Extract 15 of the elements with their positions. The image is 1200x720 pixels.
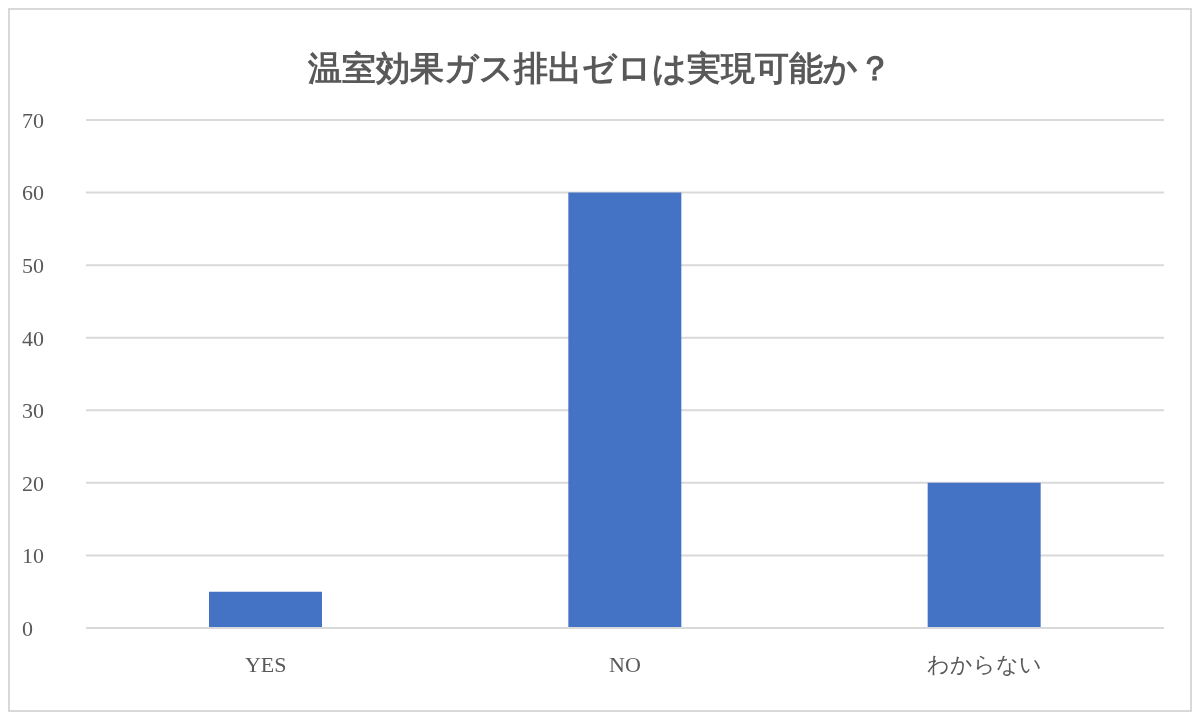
y-tick-label: 70 — [22, 107, 44, 133]
x-tick-label: わからない — [926, 651, 1042, 677]
y-tick-label: 30 — [22, 398, 44, 424]
y-tick-label: 0 — [22, 615, 33, 641]
bar — [209, 591, 322, 628]
y-tick-label: 40 — [22, 325, 44, 351]
bar — [927, 482, 1041, 628]
y-tick-label: 10 — [22, 543, 44, 569]
bar — [568, 192, 682, 628]
y-tick-label: 60 — [22, 180, 44, 206]
chart-title: 温室効果ガス排出ゼロは実現可能か？ — [307, 47, 893, 90]
x-tick-label: YES — [244, 651, 287, 677]
y-tick-label: 20 — [22, 470, 44, 496]
y-tick-label: 50 — [22, 252, 44, 278]
x-tick-label: NO — [609, 651, 641, 677]
